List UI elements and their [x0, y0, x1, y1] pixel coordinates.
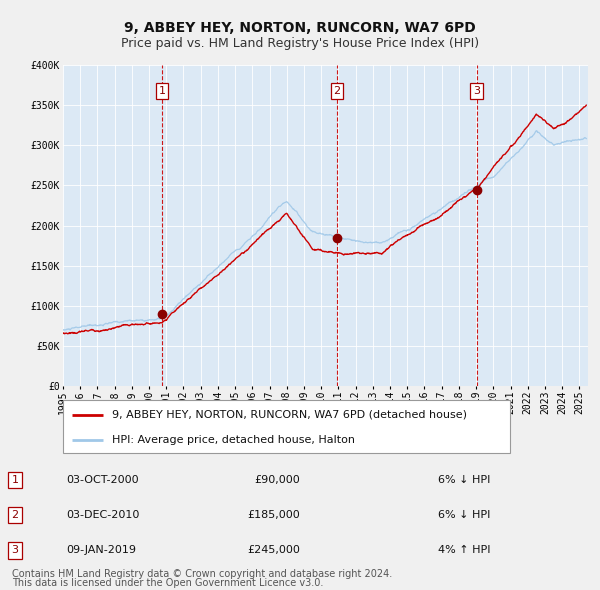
Text: Price paid vs. HM Land Registry's House Price Index (HPI): Price paid vs. HM Land Registry's House … — [121, 37, 479, 50]
Text: Contains HM Land Registry data © Crown copyright and database right 2024.: Contains HM Land Registry data © Crown c… — [12, 569, 392, 579]
Text: 6% ↓ HPI: 6% ↓ HPI — [438, 475, 490, 484]
Text: 6% ↓ HPI: 6% ↓ HPI — [438, 510, 490, 520]
Text: 2: 2 — [11, 510, 19, 520]
Text: £90,000: £90,000 — [254, 475, 300, 484]
Text: 3: 3 — [473, 86, 480, 96]
Text: 9, ABBEY HEY, NORTON, RUNCORN, WA7 6PD (detached house): 9, ABBEY HEY, NORTON, RUNCORN, WA7 6PD (… — [112, 410, 467, 420]
Text: £245,000: £245,000 — [247, 546, 300, 555]
Text: 4% ↑ HPI: 4% ↑ HPI — [438, 546, 491, 555]
Text: 2: 2 — [334, 86, 341, 96]
Text: 09-JAN-2019: 09-JAN-2019 — [66, 546, 136, 555]
Text: 1: 1 — [11, 475, 19, 484]
Text: 03-DEC-2010: 03-DEC-2010 — [66, 510, 139, 520]
Text: 3: 3 — [11, 546, 19, 555]
Text: HPI: Average price, detached house, Halton: HPI: Average price, detached house, Halt… — [112, 435, 355, 445]
Text: 1: 1 — [158, 86, 166, 96]
Text: 9, ABBEY HEY, NORTON, RUNCORN, WA7 6PD: 9, ABBEY HEY, NORTON, RUNCORN, WA7 6PD — [124, 21, 476, 35]
Text: This data is licensed under the Open Government Licence v3.0.: This data is licensed under the Open Gov… — [12, 578, 323, 588]
Text: £185,000: £185,000 — [247, 510, 300, 520]
Text: 03-OCT-2000: 03-OCT-2000 — [66, 475, 139, 484]
